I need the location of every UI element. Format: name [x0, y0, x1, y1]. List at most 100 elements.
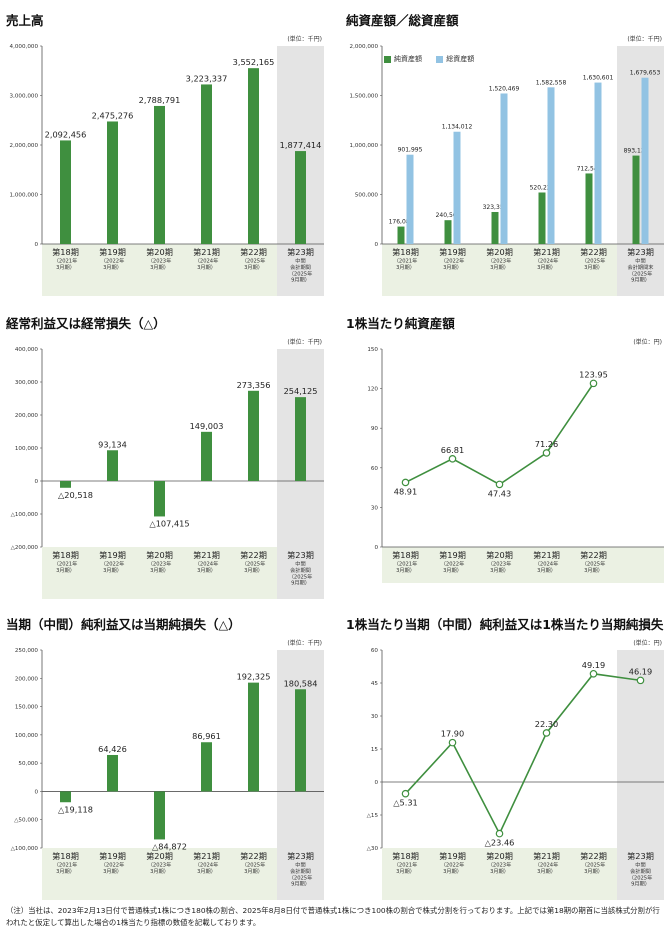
category-period-label: 第18期	[392, 247, 419, 257]
y-tick-label: 0	[374, 545, 378, 551]
chart-panel-assets: 純資産額／総資産額 (単位：千円) 純資産額 総資産額 0 500,000 1,00…	[346, 10, 666, 305]
y-tick-label: 1,000,000	[350, 143, 379, 149]
category-year-label: （2024年	[535, 257, 559, 265]
y-tick-label: 4,000,000	[10, 44, 39, 50]
data-label: 1,630,601	[583, 75, 614, 82]
category-period-label: 第20期	[486, 247, 513, 257]
category-year-label: 9月期）	[631, 881, 650, 888]
category-year-label: （2023年	[488, 560, 512, 568]
bar	[500, 93, 508, 244]
series-line	[404, 672, 641, 836]
chart-title: 1株当たり当期（中間）純利益又は1株当たり当期純損失（△）	[346, 617, 670, 632]
data-label: 176,082	[389, 219, 414, 226]
footnote: （注）当社は、2023年2月13日付で普通株式1株につき180株の割合、2025…	[6, 906, 660, 927]
category-year-label: 3月期）	[537, 264, 556, 271]
data-label: 46.19	[629, 666, 652, 676]
y-tick-label: 250,000	[15, 648, 39, 654]
category-year-label: （2023年	[148, 257, 172, 265]
chart-plot: △100,000 △50,000 0 50,000 100,000 150,000 200,…	[11, 648, 324, 900]
category-period-label: 第21期	[533, 550, 560, 560]
y-tick-label: 2,000,000	[10, 143, 39, 149]
unit-label: (単位：円)	[633, 339, 662, 346]
category-year-label: 3月期）	[396, 264, 415, 271]
data-point	[495, 829, 504, 838]
category-period-label: 第22期	[580, 247, 607, 257]
data-point	[542, 449, 551, 457]
data-label: 2,788,791	[139, 95, 181, 105]
data-label: 149,003	[190, 421, 224, 431]
chart-panel-ordinary-profit: 経常利益又は経常損失（△） (単位：千円) △200,000 △100,000 0 1…	[6, 313, 326, 608]
category-year-label: 3月期）	[103, 264, 122, 271]
data-point	[542, 729, 551, 737]
bar	[641, 77, 649, 244]
bar	[248, 68, 259, 244]
category-year-label: 中間	[635, 861, 645, 869]
data-label: △84,872	[152, 842, 187, 852]
category-year-label: （2021年	[394, 560, 418, 568]
category-year-label: （2025年	[629, 873, 653, 881]
y-tick-label: △50,000	[14, 818, 38, 824]
category-year-label: 3月期）	[490, 868, 509, 875]
y-tick-label: 300,000	[15, 380, 39, 386]
y-tick-label: 150,000	[15, 705, 39, 711]
data-point	[401, 789, 410, 798]
data-label: 49.19	[582, 660, 605, 670]
data-label: 48.91	[394, 486, 417, 496]
bar	[547, 87, 555, 245]
y-tick-label: 60	[371, 466, 379, 472]
y-tick-label: △30	[367, 846, 379, 852]
data-point	[636, 676, 645, 685]
chart-panel-bps: 1株当たり純資産額 (単位：円) 0 30 60 90 120 150 第18期 （2021年…	[346, 313, 666, 608]
category-year-label: 会計期間末	[628, 263, 655, 271]
category-year-label: 3月期）	[584, 868, 603, 875]
category-year-label: （2023年	[148, 560, 172, 568]
chart-plot: 0306090120150第18期（2021年3月期）第19期（2022年3月期…	[367, 347, 664, 583]
data-label: 1,582,558	[536, 79, 567, 86]
category-year-label: 3月期）	[150, 567, 169, 574]
category-year-label: 3月期）	[396, 868, 415, 875]
category-band	[42, 547, 277, 599]
unit-label: (単位：千円)	[287, 339, 322, 346]
bar	[154, 481, 165, 517]
bar	[201, 431, 212, 481]
category-year-label: 3月期）	[584, 567, 603, 574]
category-period-label: 第19期	[439, 550, 466, 560]
data-point	[589, 379, 598, 388]
bar	[295, 151, 306, 244]
data-label: 1,134,012	[442, 124, 473, 131]
y-tick-label: 400,000	[15, 347, 39, 353]
data-label: 93,134	[98, 439, 127, 449]
y-tick-label: 100,000	[15, 733, 39, 739]
data-label: 323,359	[483, 204, 508, 211]
category-year-label: （2025年	[289, 873, 313, 881]
category-year-label: （2021年	[394, 861, 418, 869]
category-year-label: （2024年	[195, 257, 219, 265]
bar	[154, 105, 165, 244]
category-period-label: 第23期	[287, 247, 314, 257]
data-label: △107,415	[149, 519, 189, 529]
bar	[248, 682, 259, 792]
y-tick-label: 0	[34, 479, 38, 485]
category-band	[42, 848, 277, 900]
category-year-label: （2022年	[101, 861, 125, 869]
category-period-label: 第18期	[52, 851, 79, 861]
chart-title: 純資産額／総資産額	[346, 13, 459, 28]
y-tick-label: 50,000	[18, 761, 38, 767]
category-year-label: （2021年	[54, 257, 78, 265]
category-band	[382, 848, 617, 900]
data-label: 22.30	[535, 719, 558, 729]
y-tick-label: 500,000	[355, 193, 379, 199]
chart-plot: 0500,0001,000,0001,500,0002,000,000第18期（…	[350, 44, 664, 296]
data-label: 180,584	[284, 678, 318, 688]
category-period-label: 第19期	[439, 247, 466, 257]
category-year-label: 3月期）	[490, 264, 509, 271]
category-year-label: 9月期）	[291, 277, 310, 284]
data-label: 273,356	[237, 380, 271, 390]
y-tick-label: 45	[371, 681, 379, 687]
y-tick-label: 200,000	[15, 413, 39, 419]
data-label: 192,325	[237, 672, 271, 682]
y-tick-label: 120	[367, 387, 378, 393]
category-year-label: 9月期）	[291, 881, 310, 888]
category-period-label: 第21期	[193, 247, 220, 257]
category-period-label: 第23期	[287, 550, 314, 560]
